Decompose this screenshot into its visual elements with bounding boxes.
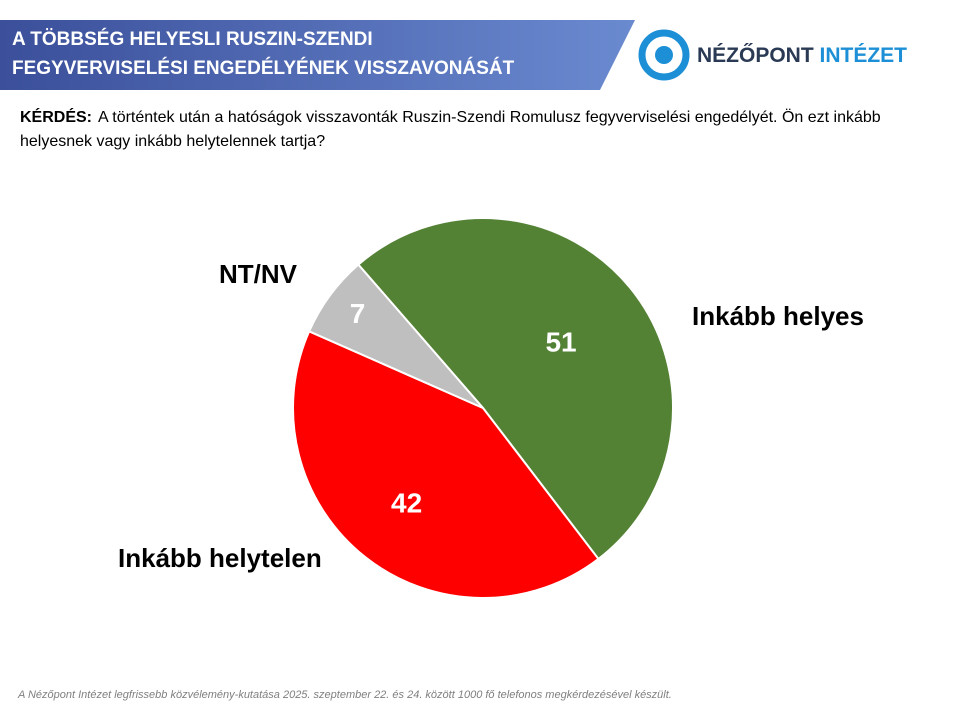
footnote: A Nézőpont Intézet legfrissebb közvélemé… [18, 689, 672, 701]
logo-word: NÉZŐPONT [697, 44, 814, 67]
title: FEGYVERVISELÉSI ENGEDÉLYÉNEK VISSZAVONÁS… [12, 57, 515, 79]
question-text: A történtek után a hatóságok visszavontá… [20, 109, 881, 150]
logo-word: INTÉZET [820, 44, 908, 67]
value-label: 51 [545, 327, 576, 358]
value-label: 7 [350, 298, 366, 329]
pie: 51 Inkább helyes 42 Inkább helytelen 7 NT/NV [118, 217, 864, 599]
logo-icon [638, 29, 690, 81]
logo-text: NÉZŐPONT INTÉZET [697, 44, 907, 67]
pie-slice [356, 217, 674, 561]
question-label: KÉRDÉS: [20, 109, 93, 126]
title: A TÖBBSÉG HELYESLI RUSZIN-SZENDI [12, 28, 373, 50]
question: KÉRDÉS: A történtek után a hatóságok viss… [20, 106, 940, 154]
category-label: Inkább helytelen [118, 543, 322, 573]
pie-slice [292, 330, 600, 599]
category-label: NT/NV [219, 259, 298, 289]
value-label: 42 [391, 487, 422, 518]
header-band [0, 20, 635, 90]
pie-slice [307, 263, 484, 409]
category-label: Inkább helyes [692, 301, 864, 331]
